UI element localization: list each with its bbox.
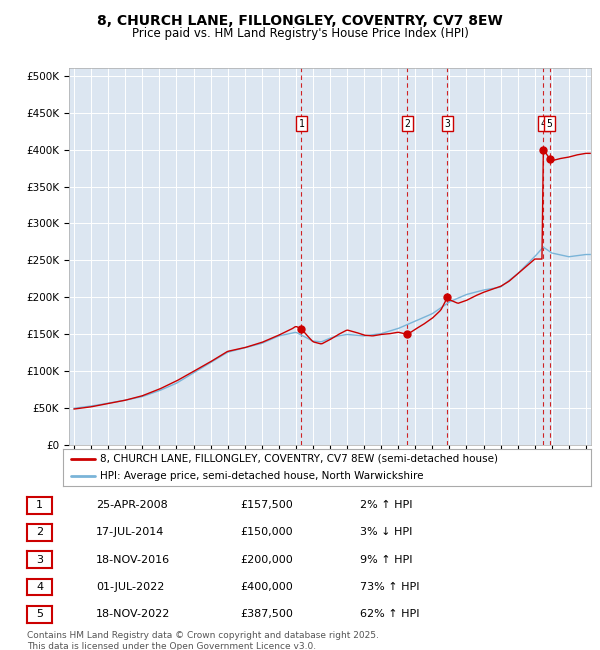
- Text: 3: 3: [445, 119, 451, 129]
- Text: 2% ↑ HPI: 2% ↑ HPI: [360, 500, 413, 510]
- Text: 62% ↑ HPI: 62% ↑ HPI: [360, 609, 419, 619]
- Text: 8, CHURCH LANE, FILLONGLEY, COVENTRY, CV7 8EW (semi-detached house): 8, CHURCH LANE, FILLONGLEY, COVENTRY, CV…: [100, 454, 498, 463]
- Text: 1: 1: [36, 500, 43, 510]
- Text: £200,000: £200,000: [240, 554, 293, 565]
- Text: Contains HM Land Registry data © Crown copyright and database right 2025.
This d: Contains HM Land Registry data © Crown c…: [27, 630, 379, 650]
- Text: 01-JUL-2022: 01-JUL-2022: [96, 582, 164, 592]
- Text: 18-NOV-2022: 18-NOV-2022: [96, 609, 170, 619]
- Text: £400,000: £400,000: [240, 582, 293, 592]
- Text: 4: 4: [36, 582, 43, 592]
- Text: 1: 1: [298, 119, 304, 129]
- Text: 3: 3: [36, 554, 43, 565]
- Text: 5: 5: [547, 119, 553, 129]
- Text: HPI: Average price, semi-detached house, North Warwickshire: HPI: Average price, semi-detached house,…: [100, 471, 424, 481]
- Text: 17-JUL-2014: 17-JUL-2014: [96, 527, 164, 538]
- Text: £157,500: £157,500: [240, 500, 293, 510]
- Text: 8, CHURCH LANE, FILLONGLEY, COVENTRY, CV7 8EW: 8, CHURCH LANE, FILLONGLEY, COVENTRY, CV…: [97, 14, 503, 29]
- Text: 4: 4: [540, 119, 546, 129]
- Text: £387,500: £387,500: [240, 609, 293, 619]
- Text: 2: 2: [404, 119, 410, 129]
- Text: Price paid vs. HM Land Registry's House Price Index (HPI): Price paid vs. HM Land Registry's House …: [131, 27, 469, 40]
- Text: 25-APR-2008: 25-APR-2008: [96, 500, 168, 510]
- Text: 2: 2: [36, 527, 43, 538]
- Text: 3% ↓ HPI: 3% ↓ HPI: [360, 527, 412, 538]
- Text: 18-NOV-2016: 18-NOV-2016: [96, 554, 170, 565]
- Text: £150,000: £150,000: [240, 527, 293, 538]
- Text: 9% ↑ HPI: 9% ↑ HPI: [360, 554, 413, 565]
- Text: 73% ↑ HPI: 73% ↑ HPI: [360, 582, 419, 592]
- Text: 5: 5: [36, 609, 43, 619]
